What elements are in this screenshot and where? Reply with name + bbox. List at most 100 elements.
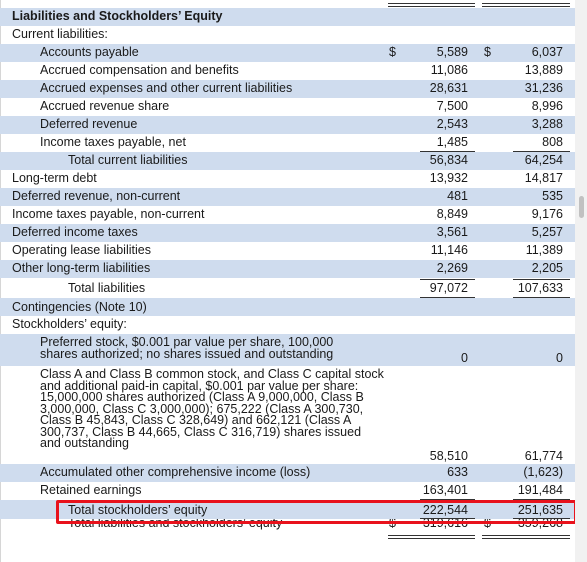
value-a: 633 — [447, 465, 468, 479]
value-b: 107,633 — [517, 281, 563, 295]
row-label: Deferred revenue — [40, 117, 138, 131]
table-row: Contingencies (Note 10) — [0, 298, 575, 316]
value-b: 6,037 — [531, 45, 563, 59]
value-b: 8,996 — [531, 99, 563, 113]
value-b: 0 — [556, 351, 563, 365]
value-a: 1,485 — [436, 135, 468, 149]
row-label: Income taxes payable, net — [40, 135, 186, 149]
row-label: Accumulated other comprehensive income (… — [40, 465, 311, 479]
value-a: 3,561 — [436, 225, 468, 239]
value-a: 319,616 — [422, 519, 468, 530]
value-a: 11,146 — [430, 243, 468, 257]
table-row: Total liabilities 97,072 107,633 — [0, 280, 575, 298]
currency-symbol-b: $ — [484, 519, 491, 530]
title-row: Liabilities and Stockholders’ Equity — [0, 8, 575, 26]
header-rule-b — [482, 3, 570, 7]
table-row: Other long-term liabilities 2,269 2,205 — [0, 260, 575, 278]
value-a: 5,589 — [436, 45, 468, 59]
value-b: 251,635 — [517, 503, 563, 517]
value-b: 61,774 — [524, 449, 563, 463]
highlight-annotation-box — [56, 500, 577, 524]
underline-a — [420, 518, 475, 519]
value-a: 11,086 — [430, 63, 468, 77]
row-label: Income taxes payable, non-current — [12, 207, 205, 221]
underline-a — [420, 499, 475, 500]
row-label: Accounts payable — [40, 45, 139, 59]
double-underline-a — [388, 535, 475, 539]
value-a: 8,849 — [436, 207, 468, 221]
row-label: Total liabilities and stockholders’ equi… — [68, 519, 283, 530]
value-b: 3,288 — [531, 117, 563, 131]
value-b: 2,205 — [531, 261, 563, 275]
row-label: Other long-term liabilities — [12, 261, 151, 275]
underline-b — [513, 151, 570, 152]
underline-b — [513, 518, 570, 519]
table-row: Deferred revenue 2,543 3,288 — [0, 116, 575, 134]
table-row: Income taxes payable, non-current 8,849 … — [0, 206, 575, 224]
table-row: Total stockholders’ equity 222,544 251,6… — [0, 500, 575, 519]
table-row: Stockholders’ equity: — [0, 316, 575, 334]
value-b: 31,236 — [524, 81, 563, 95]
value-b: 535 — [542, 189, 563, 203]
value-a: 0 — [461, 351, 468, 365]
table-row: Total liabilities and stockholders’ equi… — [0, 519, 575, 537]
value-b: 11,389 — [525, 243, 563, 257]
underline-b — [513, 279, 570, 280]
section-title: Liabilities and Stockholders’ Equity — [12, 9, 223, 23]
currency-symbol-a: $ — [389, 519, 396, 530]
vertical-scrollbar[interactable] — [575, 0, 587, 562]
table-row: Accounts payable $ 5,589 $ 6,037 — [0, 44, 575, 62]
table-row: Preferred stock, $0.001 par value per sh… — [0, 334, 575, 366]
scrollbar-thumb[interactable] — [579, 196, 584, 218]
underline-b — [513, 297, 570, 298]
table-row: Long-term debt 13,932 14,817 — [0, 170, 575, 188]
value-b: (1,623) — [523, 465, 563, 479]
underline-a — [420, 297, 475, 298]
row-label: Deferred income taxes — [12, 225, 138, 239]
table-row: Deferred revenue, non-current 481 535 — [0, 188, 575, 206]
row-label: Total current liabilities — [68, 153, 188, 167]
value-b: 359,268 — [517, 519, 563, 530]
table-row: Income taxes payable, net 1,485 808 — [0, 134, 575, 152]
row-label: Total stockholders’ equity — [68, 503, 208, 517]
table-row: Class A and Class B common stock, and Cl… — [0, 366, 575, 464]
header-rule-a — [388, 3, 475, 7]
value-a: 2,543 — [436, 117, 468, 131]
currency-symbol-b: $ — [484, 45, 491, 59]
value-a: 28,631 — [429, 81, 468, 95]
row-label: Accrued revenue share — [40, 99, 170, 113]
value-a: 97,072 — [429, 281, 468, 295]
currency-symbol-a: $ — [389, 45, 396, 59]
value-b: 191,484 — [517, 483, 563, 497]
page-left-border — [0, 0, 1, 562]
row-label: Stockholders’ equity: — [12, 317, 127, 331]
table-row: Accrued revenue share 7,500 8,996 — [0, 98, 575, 116]
table-row: Operating lease liabilities 11,146 11,38… — [0, 242, 575, 260]
table-row: Current liabilities: — [0, 26, 575, 44]
value-b: 5,257 — [531, 225, 563, 239]
value-a: 56,834 — [429, 153, 468, 167]
table-row: Accrued expenses and other current liabi… — [0, 80, 575, 98]
value-b: 64,254 — [524, 153, 563, 167]
value-b: 9,176 — [531, 207, 563, 221]
row-label: Total liabilities — [68, 281, 146, 295]
table-row: Deferred income taxes 3,561 5,257 — [0, 224, 575, 242]
row-label: Long-term debt — [12, 171, 97, 185]
value-b: 13,889 — [524, 63, 563, 77]
row-label: Operating lease liabilities — [12, 243, 151, 257]
row-label: Accrued expenses and other current liabi… — [40, 81, 293, 95]
underline-a — [420, 151, 475, 152]
table-row: Retained earnings 163,401 191,484 — [0, 482, 575, 500]
value-a: 2,269 — [436, 261, 468, 275]
underline-b — [513, 499, 570, 500]
double-underline-b — [482, 535, 570, 539]
value-a: 58,510 — [429, 449, 468, 463]
table-row: Accrued compensation and benefits 11,086… — [0, 62, 575, 80]
value-a: 481 — [447, 189, 468, 203]
value-b: 808 — [542, 135, 563, 149]
row-label: Retained earnings — [40, 483, 142, 497]
table-row: Accumulated other comprehensive income (… — [0, 464, 575, 482]
value-a: 7,500 — [436, 99, 468, 113]
row-label: Preferred stock, $0.001 par value per sh… — [40, 335, 334, 361]
